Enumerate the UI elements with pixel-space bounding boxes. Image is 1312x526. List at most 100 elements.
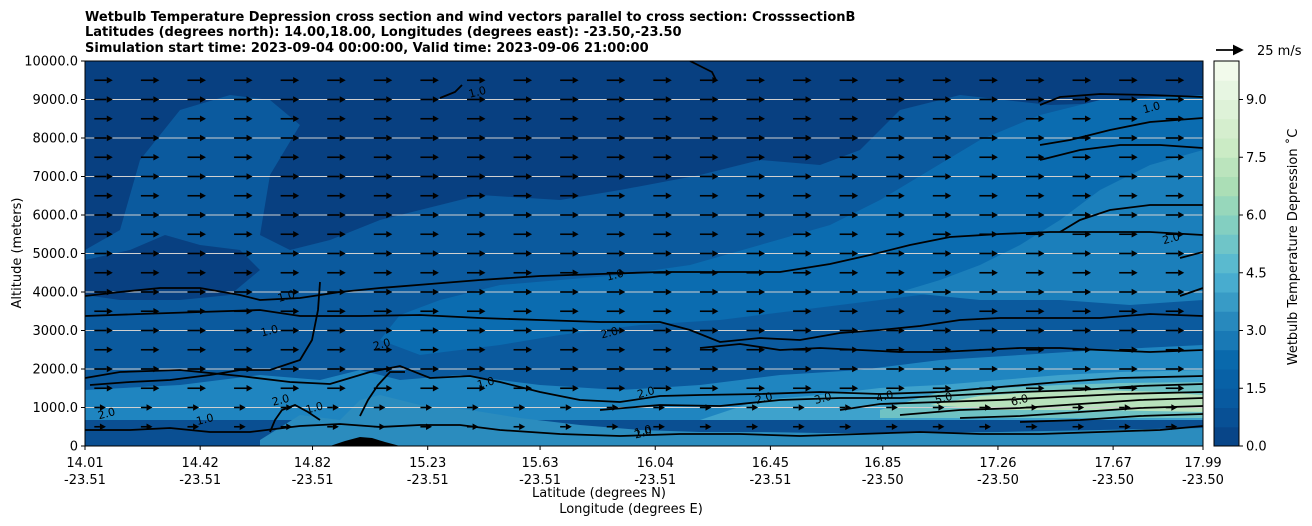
wind-vector-head — [665, 346, 672, 353]
y-tick-label: 8000.0 — [33, 132, 79, 147]
wind-vector-head — [153, 96, 160, 103]
wind-vector-head — [712, 269, 719, 276]
wind-vector-head — [1178, 269, 1185, 276]
colorbar-tick-label: 7.5 — [1246, 151, 1267, 166]
wind-vector-head — [612, 404, 619, 411]
wind-vector-head — [199, 154, 206, 161]
terrain-profile — [330, 437, 400, 446]
wind-vector-head — [712, 211, 719, 219]
wind-vector-head — [479, 288, 486, 296]
wind-vector-head — [805, 365, 812, 373]
wind-vector-head — [712, 327, 719, 334]
contour-line — [85, 423, 1203, 437]
wind-vector-head — [852, 96, 859, 103]
wind-vector-head — [665, 288, 672, 296]
wind-vector-head — [199, 327, 206, 334]
wind-vector-head — [758, 173, 765, 180]
x-tick-label-lon: -23.51 — [179, 473, 221, 488]
wind-vector-head — [106, 308, 113, 315]
wind-vector-head — [619, 77, 626, 84]
wind-vector-head — [712, 231, 719, 238]
contour-line — [1059, 204, 1203, 233]
wind-vector-head — [945, 77, 952, 84]
contour-line — [959, 405, 1203, 419]
wind-vector-head — [339, 250, 346, 257]
fill-region-low-green — [930, 390, 1203, 412]
wind-vector-head — [852, 192, 859, 199]
colorbar-band — [1214, 311, 1239, 331]
y-tick-label: 5000.0 — [33, 247, 79, 262]
wind-vector-head — [293, 269, 300, 276]
colorbar-band — [1214, 407, 1239, 428]
wind-vector-head — [665, 250, 672, 257]
wind-vector-head — [106, 231, 113, 238]
wind-vector-head — [658, 423, 665, 430]
wind-vector-head — [526, 96, 533, 103]
wind-vector-head — [1085, 269, 1092, 276]
wind-vector-head — [1085, 327, 1092, 334]
wind-vector-head — [852, 269, 859, 276]
wind-vector-head — [386, 327, 393, 334]
wind-vector-head — [712, 250, 719, 257]
wind-vector-head — [572, 365, 579, 373]
wind-vector-head — [712, 134, 719, 142]
wind-vector-head — [852, 231, 859, 238]
contour-label: 6.0 — [1009, 392, 1029, 409]
wind-vector-head — [805, 385, 812, 392]
wind-vector-head — [619, 96, 626, 103]
wind-vector-head — [758, 211, 765, 219]
wind-vector-head — [712, 346, 719, 353]
wind-vector-head — [1031, 404, 1038, 411]
wind-vector-head — [665, 365, 672, 373]
wind-vector-head — [1085, 288, 1092, 296]
wind-vector-head — [805, 96, 812, 103]
contour-lines — [85, 61, 1203, 437]
wind-vector-head — [386, 77, 393, 84]
wind-vector-head — [153, 250, 160, 257]
wind-vector-head — [1038, 211, 1045, 219]
wind-vector-head — [106, 346, 113, 353]
y-tick-label: 2000.0 — [33, 363, 79, 378]
contour-line — [689, 61, 717, 81]
wind-vector-head — [526, 269, 533, 276]
contour-line — [359, 371, 405, 417]
wind-vector-head — [991, 115, 998, 122]
x-tick-label-lat: 14.82 — [294, 456, 331, 471]
wind-vector-head — [991, 211, 998, 219]
contour-line — [899, 397, 1203, 416]
wind-vector-head — [1131, 173, 1138, 180]
wind-vector-head — [665, 192, 672, 199]
wind-vector-head — [619, 308, 626, 315]
wind-vector-head — [572, 288, 579, 296]
contour-line — [1039, 117, 1203, 146]
wind-vector-head — [1085, 134, 1092, 142]
colorbar-band — [1214, 118, 1239, 139]
contour-label: 1.0 — [633, 423, 653, 440]
wind-vector-head — [898, 346, 905, 353]
wind-vector-head — [991, 288, 998, 296]
wind-vector-head — [432, 115, 439, 122]
wind-vector-head — [1038, 308, 1045, 315]
wind-vector-head — [1031, 423, 1038, 430]
wind-vector-head — [798, 423, 805, 430]
wind-vector-head — [1038, 288, 1045, 296]
wind-vector-head — [106, 173, 113, 180]
wind-vector-head — [898, 134, 905, 142]
wind-vector-head — [339, 365, 346, 373]
wind-vector-head — [99, 423, 106, 430]
wind-vector-head — [432, 269, 439, 276]
wind-vector-head — [991, 250, 998, 257]
x-tick-label-lon: -23.50 — [1182, 473, 1224, 488]
wind-vector-head — [1131, 327, 1138, 334]
wind-vector-head — [619, 211, 626, 219]
wind-vector-head — [758, 154, 765, 161]
wind-vector-head — [472, 404, 479, 411]
wind-vector-head — [619, 192, 626, 199]
wind-vector-head — [1085, 115, 1092, 122]
wind-vector-head — [106, 288, 113, 296]
wind-vector-head — [479, 134, 486, 142]
wind-vector-head — [619, 154, 626, 161]
wind-vector-head — [752, 423, 759, 430]
colorbar-tick-label: 6.0 — [1246, 209, 1267, 224]
wind-vector-head — [852, 327, 859, 334]
